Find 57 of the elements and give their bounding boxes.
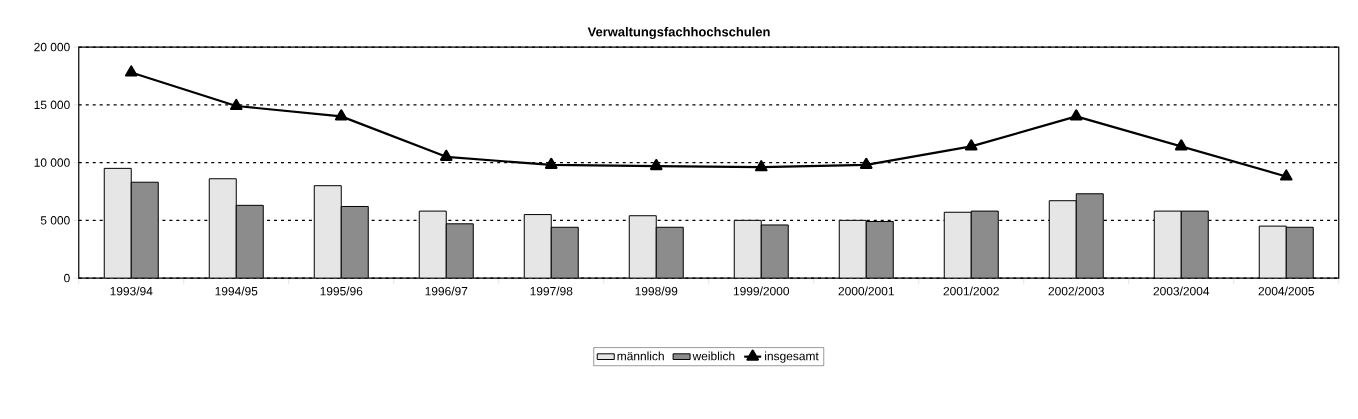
bar xyxy=(550,226,579,279)
bar xyxy=(418,210,447,279)
bar xyxy=(655,226,684,279)
bar xyxy=(865,221,894,279)
bar xyxy=(628,215,657,279)
bar xyxy=(340,205,369,279)
point xyxy=(334,109,348,121)
x-tick-label: 2003/2004 xyxy=(1153,286,1210,296)
x-tick-label: 2001/2002 xyxy=(943,286,999,296)
bar xyxy=(1258,225,1287,279)
bar xyxy=(1048,200,1077,279)
bar xyxy=(445,223,474,279)
x-tick-label: 2004/2005 xyxy=(1258,286,1314,296)
y-tick-label: 20 000 xyxy=(34,42,70,52)
bar xyxy=(313,185,342,279)
bar xyxy=(760,224,789,279)
point xyxy=(124,65,138,77)
bar xyxy=(1075,193,1104,279)
bar xyxy=(523,214,552,279)
x-tick-label: 1994/95 xyxy=(215,286,258,296)
legend-label: männlich xyxy=(617,351,664,361)
x-tick-label: 1997/98 xyxy=(530,286,573,296)
x-tick-label: 1993/94 xyxy=(110,286,153,296)
point xyxy=(859,157,873,169)
chart-title: Verwaltungsfachhochschulen xyxy=(587,26,770,40)
point xyxy=(229,98,243,111)
bar xyxy=(970,210,999,279)
bar xyxy=(1285,226,1314,279)
point xyxy=(754,160,768,172)
bar xyxy=(103,167,132,279)
bar xyxy=(235,204,264,279)
bar xyxy=(838,219,867,279)
bar xyxy=(943,211,972,279)
bar xyxy=(733,219,762,279)
x-tick-label: 2002/2003 xyxy=(1048,286,1104,296)
x-tick-label: 1999/2000 xyxy=(733,286,790,296)
legend-label: insgesamt xyxy=(765,351,819,363)
y-tick-label: 5 000 xyxy=(40,216,70,225)
y-tick-label: 0 xyxy=(64,273,70,283)
y-tick-label: 15 000 xyxy=(34,100,70,110)
y-tick-label: 10 000 xyxy=(34,158,70,167)
x-tick-label: 1995/96 xyxy=(320,286,363,296)
x-tick-label: 2000/2001 xyxy=(838,286,894,296)
bar xyxy=(1153,210,1182,279)
point xyxy=(1279,169,1293,181)
bar xyxy=(130,181,159,279)
point xyxy=(649,158,663,171)
point xyxy=(544,157,558,169)
x-tick-label: 1998/99 xyxy=(635,286,678,296)
bar xyxy=(208,178,237,279)
point xyxy=(439,149,453,161)
point xyxy=(964,139,978,151)
legend-label: weiblich xyxy=(692,351,735,361)
point xyxy=(1174,139,1188,151)
bar xyxy=(1180,210,1209,279)
point xyxy=(1069,109,1083,121)
x-tick-label: 1996/97 xyxy=(425,286,468,296)
